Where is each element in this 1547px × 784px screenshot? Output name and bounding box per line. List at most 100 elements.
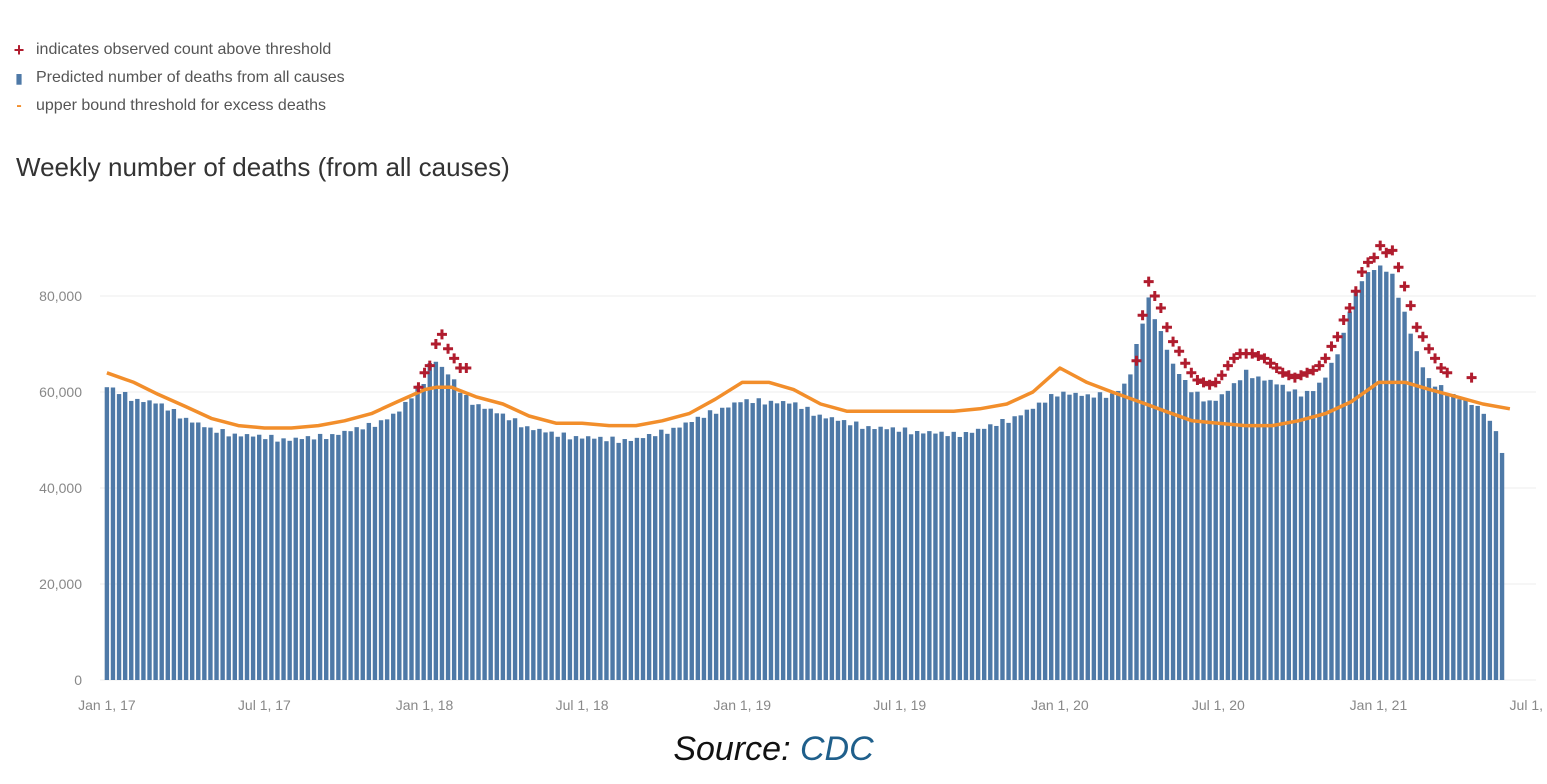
bar (147, 400, 152, 680)
bar (1371, 270, 1377, 680)
bar (1420, 367, 1426, 680)
bar (860, 428, 865, 680)
source-link[interactable]: CDC (799, 730, 874, 768)
bar (726, 407, 731, 680)
bar (1341, 332, 1346, 680)
bar (1426, 378, 1432, 680)
bar (433, 361, 439, 680)
bar (1396, 297, 1401, 680)
above-threshold-marker (1442, 367, 1453, 378)
bar (981, 428, 987, 680)
above-threshold-marker (1411, 322, 1422, 333)
bar (183, 417, 189, 680)
above-threshold-marker (1405, 300, 1416, 311)
legend: + indicates observed count above thresho… (10, 36, 345, 120)
bar (1036, 402, 1042, 680)
bar (951, 431, 956, 680)
bar (153, 403, 158, 680)
bar (214, 432, 219, 680)
above-threshold-marker (1161, 322, 1172, 333)
bar (537, 428, 542, 680)
bar (1292, 389, 1298, 680)
bar (561, 432, 567, 680)
bar (220, 429, 225, 680)
bar (1317, 382, 1322, 680)
bar (348, 431, 353, 680)
above-threshold-marker (1192, 375, 1203, 385)
bar (646, 434, 652, 680)
bar (1280, 384, 1285, 680)
bar (1310, 391, 1316, 680)
bar (854, 421, 859, 680)
bar (1365, 272, 1371, 680)
bar (378, 420, 384, 680)
bar (1158, 331, 1164, 680)
bar (957, 436, 963, 680)
bar (1042, 402, 1048, 680)
x-tick-label: Jul 1, 20 (1192, 697, 1245, 713)
bar (439, 366, 445, 680)
bar (1164, 349, 1170, 680)
bar (427, 363, 432, 680)
bar (360, 429, 365, 680)
bar (1347, 311, 1352, 680)
bar (342, 430, 347, 680)
bar (391, 413, 396, 680)
bar (592, 438, 597, 680)
above-threshold-marker (1436, 363, 1447, 373)
x-tick-label: Jul 1, 17 (238, 697, 291, 713)
bar (1152, 319, 1157, 680)
bar (665, 433, 670, 680)
above-threshold-marker (1149, 291, 1160, 301)
bar (1268, 379, 1273, 680)
bar (634, 437, 640, 680)
bar (244, 434, 250, 680)
bar (671, 427, 676, 680)
bar (1201, 401, 1206, 680)
above-threshold-marker (1174, 346, 1185, 357)
above-threshold-marker (1314, 360, 1325, 371)
bar (409, 398, 414, 680)
above-threshold-marker (1308, 365, 1319, 376)
bar (1085, 394, 1090, 680)
bar (1116, 390, 1121, 680)
legend-item-threshold: - upper bound threshold for excess death… (10, 92, 345, 120)
bar (1122, 383, 1127, 680)
bar (823, 418, 828, 680)
bar (1487, 420, 1493, 680)
bar (1049, 394, 1054, 680)
bar (1109, 393, 1115, 680)
bar (1091, 397, 1097, 680)
bar (1463, 399, 1468, 680)
bar (1298, 396, 1304, 680)
bar (628, 440, 634, 680)
above-threshold-marker (1271, 363, 1282, 373)
above-threshold-marker (1344, 303, 1355, 313)
bar (1000, 418, 1005, 680)
above-threshold-marker (1399, 281, 1410, 292)
y-tick-label: 0 (74, 672, 82, 688)
bar (324, 439, 329, 680)
bar (1030, 408, 1036, 680)
bar (1457, 399, 1462, 680)
bar (208, 427, 213, 680)
bar (841, 420, 847, 680)
bar (189, 422, 195, 680)
bar (336, 434, 341, 680)
above-threshold-marker (1423, 343, 1434, 354)
legend-label: upper bound threshold for excess deaths (36, 97, 326, 114)
bar (1213, 400, 1218, 680)
bar (939, 431, 944, 680)
x-tick-label: Jan 1, 18 (396, 697, 454, 713)
bar (713, 413, 719, 680)
bar (354, 427, 359, 680)
above-threshold-marker (1296, 370, 1306, 381)
bar (835, 420, 841, 680)
bar (281, 438, 286, 680)
bar (768, 400, 774, 680)
above-threshold-marker (1186, 367, 1197, 378)
bar (744, 399, 749, 680)
bar (604, 441, 609, 680)
bar (1432, 386, 1438, 680)
bar (805, 406, 810, 680)
